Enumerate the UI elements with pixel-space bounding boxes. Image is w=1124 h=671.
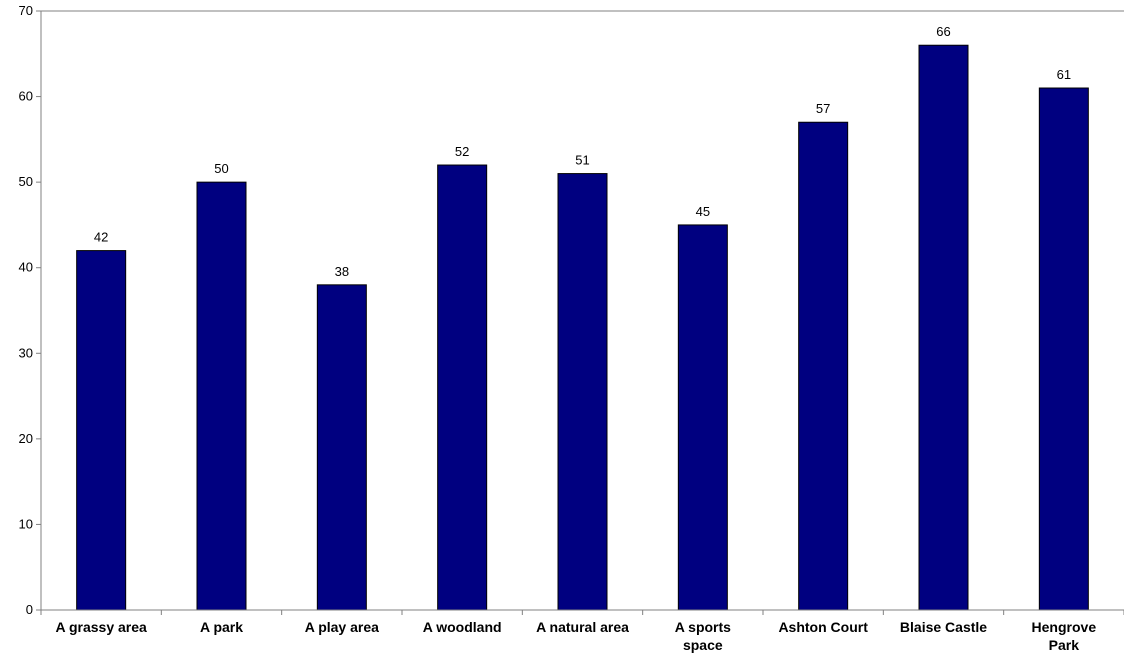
bar <box>798 121 849 611</box>
bar-value-label: 66 <box>936 24 950 39</box>
y-tick-label: 60 <box>19 89 33 104</box>
x-category-label: A woodland <box>423 619 502 635</box>
y-tick-label: 0 <box>26 602 33 617</box>
bar <box>677 224 728 611</box>
y-tick-label: 50 <box>19 174 33 189</box>
x-category-label-line: A sports <box>675 619 731 635</box>
y-tick-label: 20 <box>19 431 33 446</box>
bar <box>76 250 127 611</box>
x-axis-ticks: A grassy area A park A play area A woodland… <box>40 610 1124 653</box>
x-category-label: A sports space <box>675 619 731 653</box>
bar-value-label: 50 <box>214 161 228 176</box>
x-category-label-line: Park <box>1049 637 1080 653</box>
bar <box>918 44 969 611</box>
bar <box>557 173 608 611</box>
x-category-label-line: Blaise Castle <box>900 619 987 635</box>
bar-value-label: 57 <box>816 101 830 116</box>
x-category-label: Blaise Castle <box>900 619 987 635</box>
x-category-label: A park <box>200 619 243 635</box>
x-category-label-line: A grassy area <box>56 619 148 635</box>
x-category-label: Ashton Court <box>778 619 868 635</box>
bar-value-label: 61 <box>1057 67 1071 82</box>
x-category-label-line: A park <box>200 619 243 635</box>
x-category-label: A play area <box>305 619 379 635</box>
x-category-label-line: A woodland <box>423 619 502 635</box>
bar <box>316 284 367 611</box>
y-tick-label: 10 <box>19 516 33 531</box>
x-category-label: A grassy area <box>56 619 148 635</box>
bar-value-label: 42 <box>94 230 108 245</box>
y-axis-ticks: 0 10 20 30 40 50 60 70 <box>19 3 41 617</box>
x-category-label: A natural area <box>536 619 629 635</box>
x-category-label-line: A play area <box>305 619 379 635</box>
y-tick-label: 40 <box>19 260 33 275</box>
bar-value-label: 45 <box>696 204 710 219</box>
y-tick-label: 70 <box>19 3 33 18</box>
x-category-label-line: A natural area <box>536 619 629 635</box>
x-category-label-line: Hengrove <box>1032 619 1097 635</box>
bar-value-label: 38 <box>335 264 349 279</box>
bars-group <box>76 44 1089 611</box>
x-category-label: Hengrove Park <box>1032 619 1097 653</box>
x-category-label-line: space <box>683 637 723 653</box>
data-labels-group: 42 50 38 52 51 45 57 66 61 <box>94 24 1071 279</box>
bar <box>196 181 247 611</box>
bar-value-label: 51 <box>575 153 589 168</box>
bar <box>1038 87 1089 611</box>
x-category-label-line: Ashton Court <box>778 619 868 635</box>
y-tick-label: 30 <box>19 345 33 360</box>
bar <box>437 164 488 611</box>
bar-value-label: 52 <box>455 144 469 159</box>
